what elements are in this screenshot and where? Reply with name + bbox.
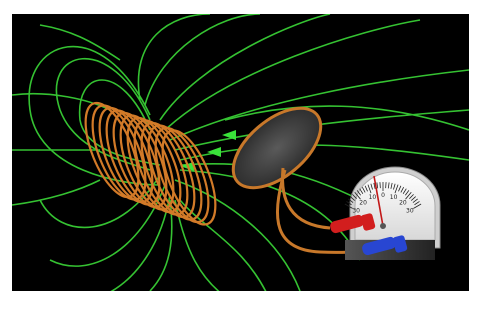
scale-tick [398,185,402,192]
red-terminal [330,213,376,234]
coil-turn [154,126,210,224]
scale-tick [352,194,357,199]
scale-tick [354,192,361,200]
scale-tick [361,186,366,193]
scale-tick [370,183,373,190]
scale-tick [344,203,353,209]
scale-tick [373,182,376,189]
field-line [39,24,121,61]
field-line [12,92,111,111]
scale-tick [393,183,396,190]
loop-ring [231,106,323,190]
scale-tick [367,184,372,194]
scale-tick [346,201,352,206]
field-line [224,105,469,131]
scale-tick [405,192,412,200]
solenoid-coil [84,101,217,226]
field-line [137,14,211,101]
field-line [159,14,331,121]
scale-tick [364,185,368,192]
scale-tick [390,182,393,189]
scale-label: 0 [381,192,385,199]
meter-scale [344,182,422,209]
scale-tick [409,194,414,199]
scale-tick [350,196,356,201]
arrow-icon [222,130,236,140]
arrow-icon [207,147,221,157]
scale-label: 30 [352,208,360,215]
scale-tick [402,188,407,194]
scale-tick [376,182,379,189]
field-line [179,199,267,291]
scale-tick [348,198,354,203]
field-line [144,14,261,106]
scale-tick [394,184,399,194]
scale-tick [413,203,422,209]
scale-tick [410,196,416,201]
coil-turn [161,129,217,226]
scale-tick [400,186,405,193]
meter-needle [373,175,384,227]
field-line [169,69,469,141]
scale-label: 10 [390,194,398,201]
scale-label: 30 [406,208,414,215]
field-line [164,19,421,131]
field-line [28,45,161,186]
scale-tick [387,182,390,189]
scale-tick [405,190,410,196]
scale-label: 20 [399,199,407,206]
field-line [78,79,161,166]
field-line [12,179,101,206]
blue-terminal [362,235,408,256]
scale-tick [414,201,420,206]
field-line [39,174,161,229]
scale-tick [412,198,418,203]
scale-label: 10 [369,194,377,201]
scale-label: 20 [359,199,367,206]
scale-tick [356,190,361,196]
field-line [110,194,171,291]
meter-face [354,171,436,241]
needle-pivot [380,223,386,229]
scale-tick [359,188,364,194]
